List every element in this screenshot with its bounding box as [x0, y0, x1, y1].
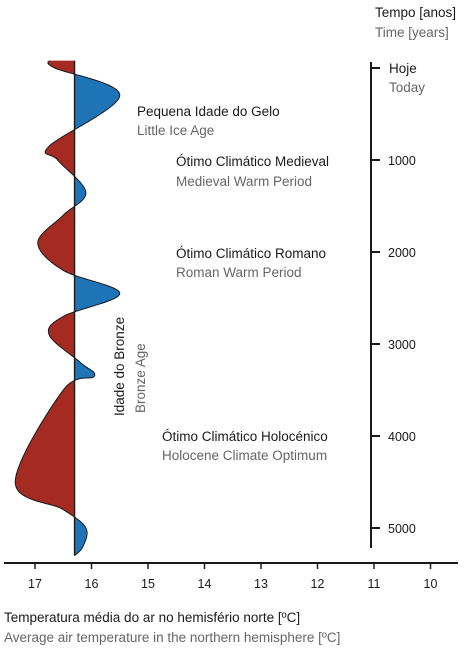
cold-anomaly-area [74, 275, 120, 312]
today-label-pt: Hoje [389, 61, 417, 76]
bronze-age-label-pt: Idade do Bronze [112, 317, 127, 416]
temperature-tick-label: 15 [141, 577, 155, 591]
holocene-optimum-label-en: Holocene Climate Optimum [162, 448, 327, 463]
roman-warm-period-label-en: Roman Warm Period [176, 265, 302, 280]
today-label-en: Today [389, 80, 425, 95]
temperature-curve-outline [14, 60, 121, 556]
bronze-age-label-en: Bronze Age [133, 343, 148, 413]
warm-anomaly-area [15, 380, 75, 518]
temperature-tick-label: 16 [85, 577, 99, 591]
temperature-tick-label: 14 [198, 577, 212, 591]
temperature-tick-label: 17 [28, 577, 42, 591]
temperature-tick-label: 10 [424, 577, 438, 591]
temperature-axis-title-en: Average air temperature in the northern … [4, 630, 341, 645]
warm-anomaly-area [45, 129, 75, 177]
medieval-warm-period-label-pt: Ótimo Climático Medieval [176, 154, 329, 169]
time-tick-label: 4000 [388, 430, 416, 444]
little-ice-age-label-en: Little Ice Age [137, 123, 214, 138]
cold-anomaly-area [74, 357, 95, 381]
time-axis-ticks: 1000 2000 3000 4000 5000 [371, 67, 416, 536]
temperature-axis-title-pt: Temperatura média do ar no hemisfério no… [4, 610, 301, 625]
temperature-curve [14, 60, 121, 556]
time-tick-label: 5000 [388, 522, 416, 536]
roman-warm-period-label-pt: Ótimo Climático Romano [176, 246, 326, 261]
temperature-tick-label: 13 [254, 577, 268, 591]
temperature-tick-label: 11 [368, 577, 381, 591]
cold-anomaly-area [74, 74, 120, 130]
holocene-optimum-label-pt: Ótimo Climático Holocénico [162, 429, 328, 444]
cold-anomaly-area [74, 517, 88, 556]
time-tick-label: 3000 [388, 338, 416, 352]
time-tick-label: 1000 [388, 154, 416, 168]
time-axis-title-pt: Tempo [anos] [375, 5, 456, 20]
warm-anomaly-area [37, 206, 75, 276]
temperature-tick-label: 12 [311, 577, 325, 591]
medieval-warm-period-label-en: Medieval Warm Period [176, 174, 312, 189]
time-axis-title-en: Time [years] [375, 25, 449, 40]
warm-anomaly-area [48, 311, 75, 358]
warm-anomaly-area [47, 60, 75, 75]
time-tick-label: 2000 [388, 246, 416, 260]
temperature-axis-ticks: 17 16 15 14 13 12 11 10 [28, 563, 437, 591]
little-ice-age-label-pt: Pequena Idade do Gelo [137, 104, 280, 119]
